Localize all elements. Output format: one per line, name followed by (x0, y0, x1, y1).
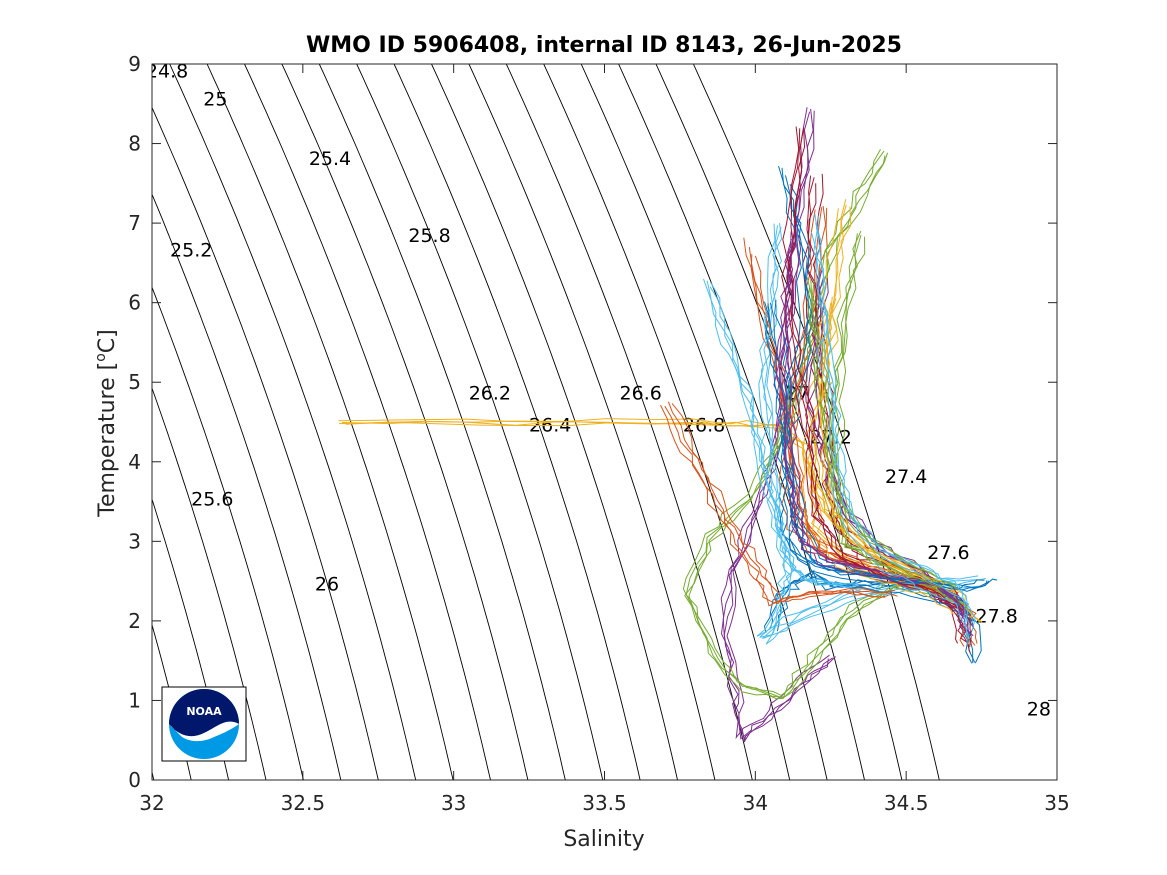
logo-bird (169, 689, 239, 737)
isopycnal-lines (152, 64, 940, 780)
chart-title: WMO ID 5906408, internal ID 8143, 26-Jun… (306, 33, 902, 58)
x-tick-label: 33 (441, 791, 466, 815)
y-tick-label: 4 (128, 450, 141, 474)
isopycnal-label: 24.8 (146, 60, 188, 82)
profile-trace (779, 238, 966, 622)
profile-trace (660, 404, 886, 605)
isopycnal-line (431, 64, 678, 780)
profile-series (338, 107, 998, 743)
isopycnal-line (318, 64, 566, 780)
x-tick-label: 32.5 (281, 791, 326, 815)
isopycnal-line (281, 64, 529, 780)
isopycnal-line (206, 64, 454, 780)
noaa-logo: NOAA (161, 686, 247, 762)
profile-trace (788, 183, 976, 623)
y-axis-label: Temperature [oC] (93, 329, 120, 517)
isopycnal-line (618, 64, 865, 780)
profile-trace (820, 296, 943, 582)
x-tick-label: 33.5 (582, 791, 627, 815)
profile-trace (709, 286, 981, 645)
profile-trace (823, 298, 945, 585)
profile-trace (787, 128, 959, 610)
y-axis-label-sup: o (93, 353, 109, 362)
profile-trace (667, 401, 895, 603)
profile-trace (776, 165, 965, 604)
logo-text: NOAA (186, 705, 222, 718)
x-tick-label: 32 (139, 791, 164, 815)
y-tick-label: 6 (128, 291, 141, 315)
isopycnal-line (152, 286, 304, 780)
profile-trace (810, 299, 941, 589)
x-tick-label: 35 (1044, 791, 1069, 815)
profile-trace (720, 107, 830, 740)
isopycnal-line (152, 386, 267, 780)
isopycnal-label: 27.8 (976, 605, 1018, 627)
isopycnal-line (505, 64, 753, 780)
x-tick-label: 34.5 (884, 791, 929, 815)
isopycnal-line (692, 64, 940, 780)
y-axis-label-unit: C] (95, 329, 120, 353)
isopycnal-line (468, 64, 716, 780)
logo-wave (169, 721, 239, 742)
y-axis-label-main: Temperature [ (95, 362, 120, 518)
isopycnal-line (393, 64, 641, 780)
profile-trace (706, 280, 978, 638)
y-tick-label: 8 (128, 132, 141, 156)
y-tick-label: 2 (128, 609, 141, 633)
profile-trace (805, 274, 969, 634)
isopycnal-label: 26.8 (683, 414, 725, 436)
isopycnal-line (152, 106, 379, 780)
y-tick-label: 9 (128, 52, 141, 76)
isopycnal-label: 25 (203, 88, 227, 110)
isopycnal-label: 25.8 (408, 225, 450, 247)
profile-trace (766, 226, 861, 592)
isopycnal-label: 28 (1027, 698, 1051, 720)
profile-trace (817, 215, 976, 631)
isopycnal-line (580, 64, 828, 780)
y-tick-label: 3 (128, 529, 141, 553)
y-tick-label: 0 (128, 768, 141, 792)
isopycnal-line (152, 623, 192, 780)
x-axis-label: Salinity (563, 827, 644, 852)
profile-trace (760, 225, 859, 589)
isopycnal-line (244, 64, 491, 780)
y-tick-label: 5 (128, 370, 141, 394)
isopycnal-label: 26.6 (620, 383, 662, 405)
profile-trace (726, 110, 833, 742)
isopycnal-line (543, 64, 791, 780)
profile-trace (671, 403, 898, 603)
profile-trace (810, 231, 968, 646)
isopycnal-label: 27.6 (927, 542, 969, 564)
isopycnal-line (152, 497, 230, 780)
x-tick-label: 34 (743, 791, 768, 815)
isopycnal-label: 25.4 (309, 148, 351, 170)
isopycnal-labels: 24.82525.225.425.625.82626.226.426.626.8… (146, 60, 1051, 720)
isopycnal-label: 26.2 (469, 383, 511, 405)
isopycnal-label: 27.4 (885, 466, 927, 488)
isopycnal-line (169, 64, 417, 780)
y-tick-label: 7 (128, 211, 141, 235)
y-tick-label: 1 (128, 688, 141, 712)
isopycnal-label: 25.2 (170, 239, 212, 261)
isopycnal-label: 25.6 (191, 488, 233, 510)
isopycnal-line (356, 64, 604, 780)
isopycnal-line (152, 193, 342, 780)
isopycnal-label: 26 (315, 574, 339, 596)
